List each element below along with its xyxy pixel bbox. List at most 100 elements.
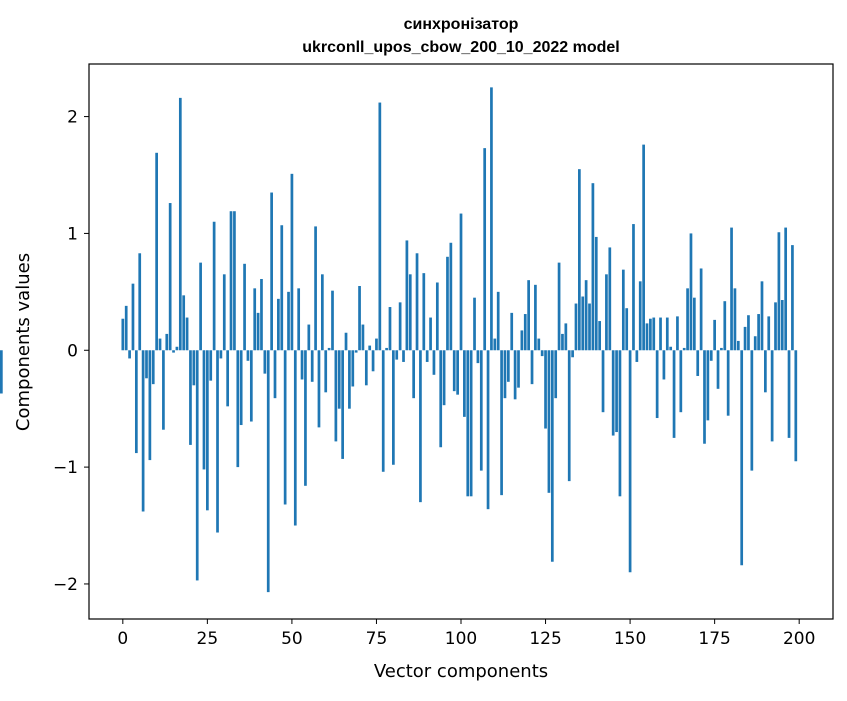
bar-95 [442, 350, 446, 406]
bar-102 [466, 350, 470, 497]
bar-154 [642, 144, 645, 351]
bar-60 [324, 350, 328, 393]
bar-143 [605, 274, 608, 351]
bar-160 [662, 350, 666, 380]
bar-42 [263, 350, 267, 374]
bar-88 [419, 350, 422, 503]
bar-142 [601, 350, 605, 413]
x-axis-label: Vector components [374, 661, 548, 682]
bar-49 [287, 291, 290, 351]
bar-170 [696, 350, 700, 376]
bar-110 [493, 338, 497, 351]
bar-177 [720, 347, 723, 351]
y-axis-label: Components values [13, 253, 34, 431]
bar-109 [490, 87, 493, 351]
bar-56 [310, 350, 314, 382]
bar-169 [692, 297, 696, 351]
bar-135 [578, 169, 581, 351]
bar-172 [703, 350, 706, 444]
x-tick-label: 100 [445, 629, 477, 649]
bar-151 [632, 224, 635, 351]
bar-40 [256, 312, 260, 351]
bar-18 [182, 295, 186, 351]
bar-179 [726, 350, 730, 416]
bars-layer [0, 87, 798, 593]
bar-107 [483, 148, 487, 351]
y-tick-label: −2 [53, 575, 78, 595]
bar-134 [574, 303, 578, 351]
bar-73 [368, 345, 372, 351]
bar-68 [351, 350, 355, 387]
bar-189 [760, 281, 764, 351]
bar-185 [747, 315, 750, 351]
bar-46 [277, 298, 280, 351]
bar-182 [736, 340, 740, 351]
bar-57 [314, 226, 317, 351]
bar-105 [476, 350, 480, 364]
bar-129 [557, 262, 561, 351]
bar-191 [767, 316, 771, 351]
bar-116 [513, 350, 517, 400]
bar-111 [496, 291, 500, 351]
bar-undefined [0, 350, 3, 394]
bar-113 [503, 350, 507, 399]
x-tick-label: 75 [366, 629, 388, 649]
bar-4 [134, 350, 138, 454]
bar-141 [598, 321, 602, 351]
bar-101 [463, 350, 466, 417]
bar-39 [253, 288, 257, 351]
bar-166 [682, 347, 686, 351]
bar-54 [304, 350, 307, 486]
bar-104 [473, 297, 476, 351]
bar-82 [398, 302, 402, 351]
bar-121 [530, 350, 534, 385]
bar-19 [185, 317, 189, 351]
bar-70 [358, 286, 361, 351]
bar-47 [280, 225, 284, 351]
bar-161 [665, 317, 669, 351]
bar-180 [730, 227, 733, 351]
bar-41 [260, 278, 263, 351]
bar-20 [189, 350, 192, 445]
bar-174 [709, 350, 713, 361]
bar-192 [770, 350, 774, 442]
bar-97 [449, 242, 453, 351]
chart-subtitle: ukrconll_upos_cbow_200_10_2022 model [302, 39, 619, 56]
bar-152 [635, 350, 639, 362]
bar-86 [412, 350, 416, 399]
bar-91 [429, 317, 432, 351]
bar-120 [527, 280, 530, 351]
bar-65 [341, 350, 344, 459]
bar-108 [486, 350, 490, 510]
bar-127 [550, 350, 554, 562]
bar-165 [679, 350, 683, 413]
bar-31 [226, 350, 230, 407]
bar-184 [743, 326, 747, 351]
bar-44 [270, 192, 273, 351]
bar-43 [266, 350, 270, 593]
bar-122 [534, 284, 537, 351]
bar-15 [172, 350, 175, 353]
bar-8 [148, 350, 152, 461]
bar-35 [239, 350, 243, 426]
bar-25 [206, 350, 209, 511]
bar-130 [561, 333, 564, 351]
bar-115 [510, 312, 514, 351]
bar-146 [615, 350, 618, 433]
bar-45 [273, 350, 277, 399]
bar-67 [348, 350, 351, 409]
bar-12 [162, 350, 165, 430]
bar-2 [128, 350, 131, 359]
bar-96 [446, 256, 449, 351]
bar-22 [195, 350, 199, 581]
bar-52 [297, 288, 301, 351]
bar-78 [385, 347, 388, 351]
bar-9 [151, 350, 155, 385]
bar-168 [689, 233, 693, 351]
bar-186 [750, 350, 754, 471]
bar-103 [469, 350, 473, 497]
chart-title: синхронізатор [404, 16, 519, 33]
bar-140 [594, 236, 598, 351]
bar-75 [375, 338, 378, 351]
